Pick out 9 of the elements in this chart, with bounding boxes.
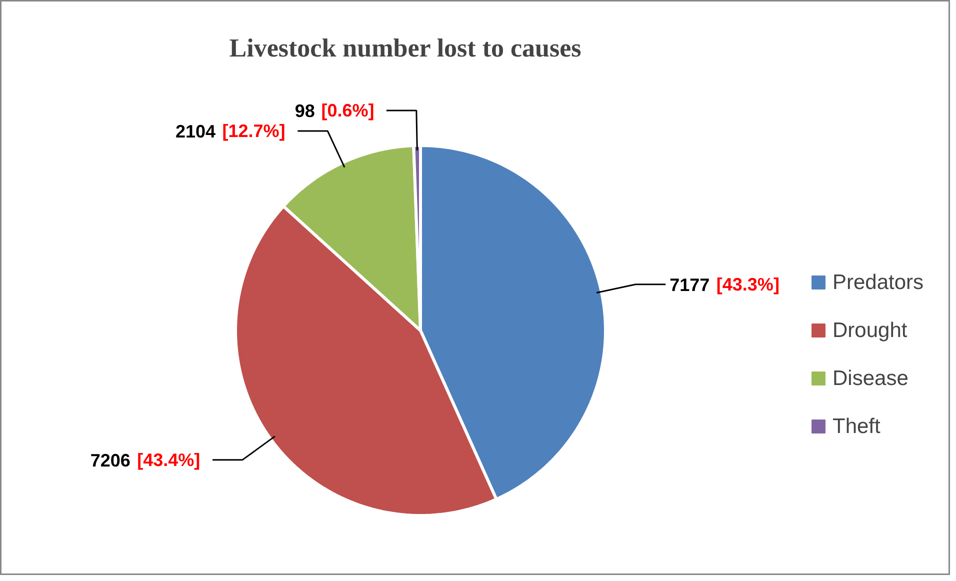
chart-title: Livestock number lost to causes — [229, 34, 582, 62]
data-label: 98 [0.6%] — [294, 100, 374, 122]
legend-label: Predators — [832, 271, 924, 294]
data-label: 7206 [43.4%] — [90, 450, 200, 470]
legend-label: Disease — [832, 367, 908, 390]
data-label: 2104 [12.7%] — [175, 121, 286, 142]
legend-label: Drought — [832, 319, 908, 342]
legend-label: Theft — [832, 415, 881, 438]
data-label: 7177 [43.3%] — [670, 274, 780, 295]
